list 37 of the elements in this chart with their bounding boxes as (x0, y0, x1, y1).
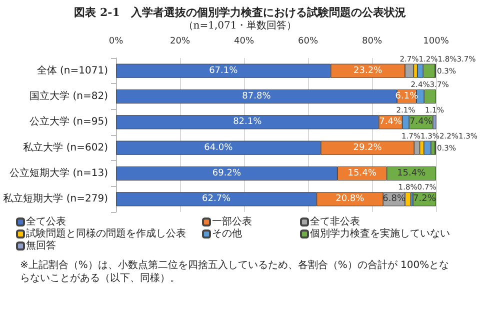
y-tick-label: 公立大学 (n=95) (30, 116, 108, 128)
legend-label: 一部公表 (212, 216, 252, 228)
legend-label: その他 (212, 228, 242, 240)
data-label: 23.2% (354, 66, 383, 76)
y-tick-label: 全体 (n=1071) (36, 64, 108, 76)
y-tick-label: 私立短期大学 (n=279) (3, 192, 108, 205)
data-label: 69.2% (212, 168, 242, 178)
data-label: 7.4% (379, 117, 402, 128)
legend-label: 試験問題と同様の問題を作成し公表 (26, 228, 186, 240)
chart-title: 図表 2-1 入学者選抜の個別学力検査における試験問題の公表状況 (74, 6, 406, 19)
x-tick-label: 60% (298, 36, 318, 46)
data-label: 64.0% (204, 142, 234, 153)
chart-subtitle: （n=1,071・単数回答） (183, 20, 297, 32)
legend-label: 無回答 (26, 240, 56, 252)
x-tick-label: 100% (423, 36, 450, 46)
x-tick-label: 20% (170, 36, 190, 46)
x-tick-label: 0% (108, 36, 124, 46)
x-tick-label: 80% (362, 36, 382, 46)
data-label: 82.1% (233, 117, 262, 128)
bar (424, 140, 431, 155)
legend-label: 個別学力検査を実施していない (310, 228, 450, 240)
legend-label: 全て非公表 (310, 216, 360, 228)
data-label: 15.4% (397, 168, 426, 178)
y-tick-label: 私立大学 (n=602) (23, 141, 108, 154)
data-label: 87.8% (242, 92, 272, 102)
x-tick-label: 40% (234, 36, 254, 46)
data-label: 67.1% (209, 66, 238, 76)
y-tick-label: 公立短期大学 (n=13) (10, 167, 108, 179)
data-label: 7.4% (410, 117, 433, 128)
data-label: 29.2% (353, 142, 382, 153)
data-label: 62.7% (202, 194, 232, 204)
data-label: 7.2% (413, 194, 436, 204)
data-label: 20.8% (336, 194, 365, 204)
data-label: 15.4% (348, 168, 377, 178)
text: ※上記割合（%）は、小数点第二位を四捨五入しているため、各割合（%）の合計が 100%とならないことがある（以下、同様）。 (20, 259, 450, 284)
y-tick-label: 国立大学 (n=82) (30, 90, 108, 102)
legend-label: 全て公表 (26, 216, 66, 228)
